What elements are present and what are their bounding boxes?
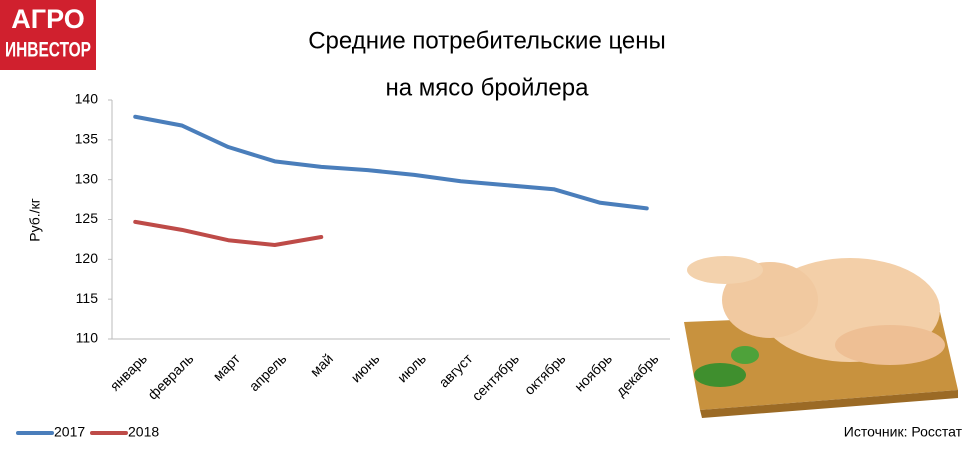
y-tick-label: 120 bbox=[75, 250, 99, 266]
series-line bbox=[133, 114, 649, 211]
logo-text: ИНВЕСТОР bbox=[5, 39, 91, 62]
y-tick-label: 115 bbox=[76, 290, 99, 306]
source: Источник: Росстат bbox=[844, 424, 963, 440]
y-axis-label: Руб./кг bbox=[27, 198, 43, 242]
y-tick-label: 135 bbox=[75, 131, 99, 147]
chicken-illustration bbox=[684, 256, 958, 418]
y-tick-label: 140 bbox=[75, 91, 99, 107]
chart-title: Средние потребительские цены bbox=[308, 27, 666, 54]
chart-title: на мясо бройлера bbox=[386, 74, 590, 101]
logo-box bbox=[0, 0, 96, 70]
y-tick-label: 125 bbox=[75, 210, 99, 226]
y-tick-label: 110 bbox=[76, 330, 99, 346]
logo-text: АГРО bbox=[11, 4, 84, 34]
legend-label: 2017 bbox=[54, 424, 85, 440]
y-tick-label: 130 bbox=[75, 170, 99, 186]
legend-label: 2018 bbox=[128, 424, 159, 440]
series-line bbox=[133, 219, 324, 247]
